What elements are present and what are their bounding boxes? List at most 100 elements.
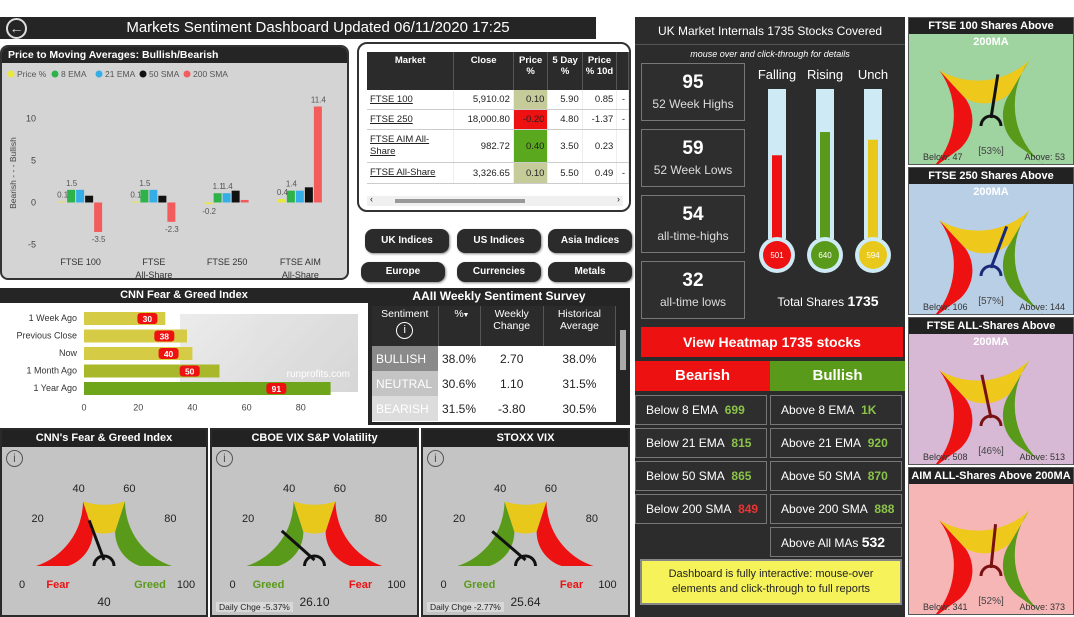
aaii-header[interactable]: Weekly Change ▼ xyxy=(463,306,544,346)
table-row[interactable]: FTSE AIM All-Share 982.72 0.40 3.50 0.23 xyxy=(367,129,629,163)
horizontal-scrollbar[interactable]: ‹ › xyxy=(367,194,623,206)
fear-greed-bar-chart[interactable]: 1 Week Ago 30 Previous Close 38 Now 40 1 Month… xyxy=(0,304,368,424)
shares-above-200ma-gauge[interactable]: FTSE ALL-Shares Above 200MA [46%] Below: 5… xyxy=(908,317,1074,465)
bar[interactable] xyxy=(286,190,295,203)
bar[interactable] xyxy=(84,382,331,395)
market-internals-panel[interactable]: UK Market Internals 1735 Stocks Covered … xyxy=(635,17,905,617)
gauge-svg[interactable]: [53%] Below: 47 Above: 53 xyxy=(909,34,1073,164)
aaii-row[interactable]: NEUTRAL 30.6% 1.10 31.5% xyxy=(372,371,616,396)
bar[interactable] xyxy=(76,189,85,203)
bar[interactable] xyxy=(158,195,167,203)
bar[interactable] xyxy=(213,193,222,203)
bar[interactable] xyxy=(231,190,240,203)
back-arrow-icon[interactable]: ← xyxy=(6,18,27,39)
bar[interactable] xyxy=(295,190,304,203)
bar[interactable] xyxy=(222,193,231,203)
table-header[interactable] xyxy=(616,52,629,90)
index-button-uk-indices[interactable]: UK Indices xyxy=(365,229,449,253)
table-row[interactable]: FTSE 250 18,000.80 -0.20 4.80 -1.37- xyxy=(367,109,629,130)
gauge-panel[interactable]: CBOE VIX S&P Volatility i 0 20 40 60 80 100 Gree… xyxy=(210,428,419,617)
bar[interactable] xyxy=(240,199,249,203)
table-header[interactable]: Price % xyxy=(513,52,549,90)
info-icon[interactable]: i xyxy=(216,450,233,467)
bar[interactable] xyxy=(131,201,140,203)
scroll-right-icon[interactable]: › xyxy=(617,194,620,204)
table-row[interactable]: FTSE All-Share 3,326.65 0.10 5.50 0.49- xyxy=(367,162,629,184)
table-header[interactable]: 5 Day % xyxy=(547,52,583,90)
aaii-panel[interactable]: AAII Weekly Sentiment Survey Sentiment i%… xyxy=(368,288,630,425)
gauge-svg[interactable]: 0 20 40 60 80 100 Greed Fear 26.10 xyxy=(212,448,417,617)
aaii-header[interactable]: Sentiment i xyxy=(372,306,439,346)
info-icon[interactable]: i xyxy=(427,450,444,467)
legend-item[interactable]: 8 EMA xyxy=(51,69,87,79)
ma-bar-chart[interactable]: Price % 8 EMA 21 EMA 50 SMA 200 SMA Bearish -… xyxy=(2,65,347,278)
ma-chart-panel[interactable]: Price to Moving Averages: Bullish/Bearis… xyxy=(0,45,349,280)
bar[interactable] xyxy=(140,189,149,203)
scroll-left-icon[interactable]: ‹ xyxy=(370,194,373,204)
fear-greed-bar-panel[interactable]: CNN Fear & Greed Index runprofits.com 1 … xyxy=(0,288,368,425)
bar[interactable] xyxy=(85,195,94,203)
stat-box[interactable]: 59 52 Week Lows xyxy=(641,129,745,187)
info-icon[interactable]: i xyxy=(396,322,414,339)
aaii-scrollbar[interactable] xyxy=(620,330,626,370)
sort-desc-icon[interactable]: ▼ xyxy=(462,312,470,319)
aaii-header[interactable]: % xyxy=(438,306,481,346)
thermometers[interactable]: Falling 501 Rising 640 Unch 594 xyxy=(753,65,903,285)
legend-item[interactable]: 200 SMA xyxy=(183,69,229,79)
legend-item[interactable]: Price % xyxy=(7,69,47,79)
gauge-svg[interactable]: 0 20 40 60 80 100 Greed Fear 25.64 xyxy=(423,448,628,617)
above-ma-box[interactable]: Above 200 SMA 888 xyxy=(770,494,902,524)
below-ma-box[interactable]: Below 21 EMA 815 xyxy=(635,428,767,458)
bar[interactable] xyxy=(67,189,76,203)
stat-box[interactable]: 95 52 Week Highs xyxy=(641,63,745,121)
gauge-panel[interactable]: STOXX VIX i 0 20 40 60 80 100 Greed Fear 25.64 Dail… xyxy=(421,428,630,617)
index-button-europe[interactable]: Europe xyxy=(361,262,445,282)
stat-box[interactable]: 54 all-time-highs xyxy=(641,195,745,253)
bar[interactable] xyxy=(58,201,67,203)
bar[interactable] xyxy=(304,187,313,203)
gauge-svg[interactable]: [46%] Below: 508 Above: 513 xyxy=(909,334,1073,464)
legend-item[interactable]: 21 EMA xyxy=(95,69,136,79)
above-ma-box[interactable]: Above 21 EMA 920 xyxy=(770,428,902,458)
legend-item[interactable]: 50 SMA xyxy=(139,69,180,79)
bar[interactable] xyxy=(167,202,176,222)
below-ma-box[interactable]: Below 8 EMA 699 xyxy=(635,395,767,425)
gauge-panel[interactable]: CNN's Fear & Greed Index i 0 20 40 60 80 100 Fea… xyxy=(0,428,208,617)
bar[interactable] xyxy=(277,199,286,203)
shares-above-200ma-gauge[interactable]: FTSE 250 Shares Above 200MA [57%] Below: 1… xyxy=(908,167,1074,315)
aaii-header[interactable]: Historical Average xyxy=(543,306,617,346)
aaii-row[interactable]: BEARISH 31.5% -3.80 30.5% xyxy=(372,396,616,421)
table-header[interactable]: Close xyxy=(453,52,514,90)
gauge-svg[interactable]: 0 20 40 60 80 100 Fear Greed 40 xyxy=(2,448,206,617)
scrollbar-thumb[interactable] xyxy=(395,199,525,203)
above-all-mas[interactable]: Above All MAs 532 xyxy=(770,527,902,557)
shares-above-200ma-gauge[interactable]: FTSE 100 Shares Above 200MA [53%] Below: 4… xyxy=(908,17,1074,165)
index-button-metals[interactable]: Metals xyxy=(548,262,632,282)
table-header[interactable]: Price % 10d xyxy=(582,52,618,90)
bar[interactable] xyxy=(94,202,103,232)
view-heatmap-button[interactable]: View Heatmap 1735 stocks xyxy=(641,327,903,357)
info-icon[interactable]: i xyxy=(6,450,23,467)
below-ma-box[interactable]: Below 50 SMA 865 xyxy=(635,461,767,491)
bar[interactable] xyxy=(149,189,158,203)
above-ma-box[interactable]: Above 50 SMA 870 xyxy=(770,461,902,491)
table-row[interactable]: FTSE 100 5,910.02 0.10 5.90 0.85- xyxy=(367,90,629,110)
market-table-panel[interactable]: Market Close Price % 5 Day % Price % 10d FTS… xyxy=(357,42,631,212)
index-button-asia-indices[interactable]: Asia Indices xyxy=(548,229,632,253)
market-link[interactable]: FTSE AIM All-Share xyxy=(367,129,455,163)
gauge-svg[interactable]: [57%] Below: 106 Above: 144 xyxy=(909,184,1073,314)
gauge-svg[interactable]: [52%] Below: 341 Above: 373 xyxy=(909,484,1073,614)
below-ma-box[interactable]: Below 200 SMA 849 xyxy=(635,494,767,524)
market-link[interactable]: FTSE 100 xyxy=(367,90,455,110)
index-button-currencies[interactable]: Currencies xyxy=(457,262,541,282)
table-header[interactable]: Market xyxy=(367,52,455,90)
market-link[interactable]: FTSE All-Share xyxy=(367,162,455,184)
aaii-row[interactable]: BULLISH 38.0% 2.70 38.0% xyxy=(372,346,616,371)
stat-box[interactable]: 32 all-time lows xyxy=(641,261,745,319)
index-button-us-indices[interactable]: US Indices xyxy=(457,229,541,253)
market-link[interactable]: FTSE 250 xyxy=(367,109,455,130)
bar[interactable] xyxy=(204,202,213,205)
shares-above-200ma-gauge[interactable]: AIM ALL-Shares Above 200MA [52%] Below: 34… xyxy=(908,467,1074,615)
above-ma-box[interactable]: Above 8 EMA 1K xyxy=(770,395,902,425)
bar[interactable] xyxy=(313,106,322,203)
